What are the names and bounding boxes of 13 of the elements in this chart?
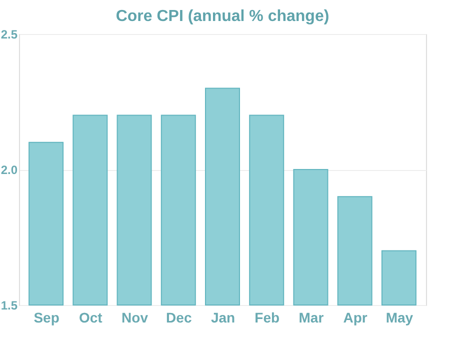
x-tick-label: Apr — [343, 310, 368, 326]
x-tick-label: Nov — [122, 310, 148, 326]
x-tick-label: Feb — [254, 310, 280, 326]
x-tick-label: Oct — [78, 310, 103, 326]
chart-title: Core CPI (annual % change) — [116, 8, 330, 25]
y-tick-label: 1.5 — [0, 298, 18, 312]
y-tick-label: 2.5 — [0, 28, 18, 42]
x-tick-label: Mar — [298, 310, 324, 326]
x-tick-label: Dec — [166, 310, 192, 326]
x-tick-label: Jan — [210, 310, 236, 326]
x-tick-label: Sep — [34, 310, 60, 326]
y-tick-label: 2.0 — [0, 163, 18, 177]
x-tick-label: May — [386, 310, 414, 326]
